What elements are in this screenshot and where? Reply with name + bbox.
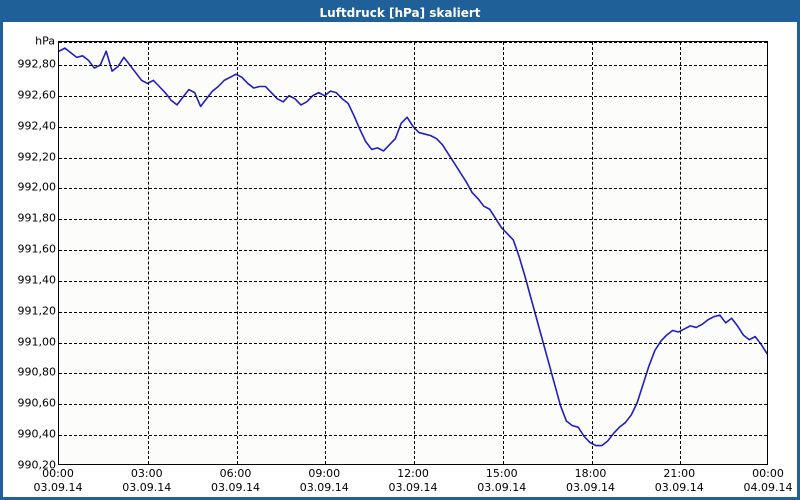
gridline-horizontal: [59, 342, 767, 344]
y-axis-tick-label: 991,60: [17, 242, 57, 256]
series-line-luftdruck: [59, 42, 767, 464]
x-axis-tick-label: 18:00 03.09.14: [566, 467, 615, 495]
gridline-vertical: [236, 42, 238, 464]
x-axis-tick-date: 03.09.14: [654, 481, 704, 494]
y-axis-tick-label: 990,20: [17, 458, 57, 472]
gridline-vertical: [680, 42, 682, 464]
gridline-horizontal: [59, 250, 767, 252]
x-axis-tick-time: 03:00: [130, 467, 163, 480]
x-axis-tick-time: 21:00: [663, 467, 696, 480]
x-axis-tick-label: 00:00 04.09.14: [744, 467, 793, 495]
x-axis-tick-labels: 00:00 03.09.14 03:00 03.09.14 06:00 03.09.14 0…: [34, 467, 793, 497]
gridline-horizontal: [59, 157, 767, 159]
gridline-vertical: [325, 42, 327, 464]
x-axis-tick-date: 03.09.14: [566, 481, 615, 494]
gridline-vertical: [414, 42, 415, 464]
y-axis-tick-label: 992,60: [17, 88, 57, 102]
y-axis-tick-label: 992,20: [17, 150, 57, 164]
gridline-horizontal: [59, 373, 767, 375]
x-axis-tick-date: 03.09.14: [122, 481, 172, 494]
gridline-horizontal: [59, 404, 767, 406]
y-axis-tick-label: 992,80: [17, 57, 57, 71]
x-axis-tick-date: 04.09.14: [743, 481, 793, 494]
page-title: Luftdruck [hPa] skaliert: [319, 5, 481, 20]
x-axis-tick-label: 21:00 03.09.14: [655, 467, 704, 495]
y-axis-unit-label: hPa: [35, 34, 55, 48]
x-axis-tick-label: 00:00 03.09.14: [34, 467, 83, 495]
gridline-vertical: [502, 42, 504, 464]
y-axis-tick-label: 990,60: [17, 396, 57, 410]
gridline-horizontal: [59, 435, 767, 437]
x-axis-tick-label: 09:00 03.09.14: [300, 467, 349, 495]
gridline-horizontal: [59, 311, 767, 313]
gridline-horizontal: [59, 42, 767, 43]
x-axis-tick-time: 18:00: [574, 467, 607, 480]
x-axis-tick-time: 09:00: [308, 467, 341, 480]
y-axis-tick-label: 991,40: [17, 273, 57, 287]
x-axis-tick-label: 03:00 03.09.14: [122, 467, 171, 495]
x-axis-tick-date: 03.09.14: [211, 481, 260, 494]
y-axis-tick-label: 990,40: [17, 427, 57, 441]
y-axis-tick-label: 990,80: [17, 365, 57, 379]
y-axis-tick-label: 992,00: [17, 180, 57, 194]
x-axis-tick-time: 00:00: [42, 467, 74, 480]
gridline-horizontal: [59, 95, 767, 97]
x-axis-tick-time: 00:00: [752, 467, 784, 480]
x-axis-tick-time: 12:00: [397, 467, 429, 480]
y-axis-tick-label: 992,40: [17, 119, 57, 133]
y-axis-tick-labels: 992,80 992,60 992,40 992,20 992,00 991,80 991,…: [3, 41, 57, 472]
y-axis-tick-label: 991,00: [17, 335, 57, 349]
gridline-horizontal: [59, 219, 767, 221]
gridline-horizontal: [59, 188, 767, 190]
x-axis-tick-label: 15:00 03.09.14: [477, 467, 526, 495]
data-series-polyline: [59, 48, 767, 445]
x-axis-tick-date: 03.09.14: [299, 481, 349, 494]
gridline-horizontal: [59, 126, 767, 128]
chart-canvas: hPa 992,80 992,60 992,40 992,20 992,00 991,80…: [3, 22, 797, 497]
x-axis-tick-time: 15:00: [485, 467, 518, 480]
gridline-horizontal: [59, 65, 767, 67]
x-axis-tick-date: 03.09.14: [477, 481, 527, 494]
x-axis-tick-label: 06:00 03.09.14: [211, 467, 260, 495]
x-axis-tick-label: 12:00 03.09.14: [389, 467, 438, 495]
x-axis-tick-time: 06:00: [219, 467, 252, 480]
y-axis-tick-label: 991,80: [17, 211, 57, 225]
x-axis-tick-date: 03.09.14: [33, 481, 83, 494]
x-axis-tick-date: 03.09.14: [388, 481, 438, 494]
gridline-vertical: [147, 42, 149, 464]
window-title-bar: Luftdruck [hPa] skaliert: [3, 3, 797, 22]
gridline-vertical: [591, 42, 593, 464]
gridline-horizontal: [59, 280, 767, 282]
y-axis-tick-label: 991,20: [17, 304, 57, 318]
plot-area: [58, 41, 768, 465]
